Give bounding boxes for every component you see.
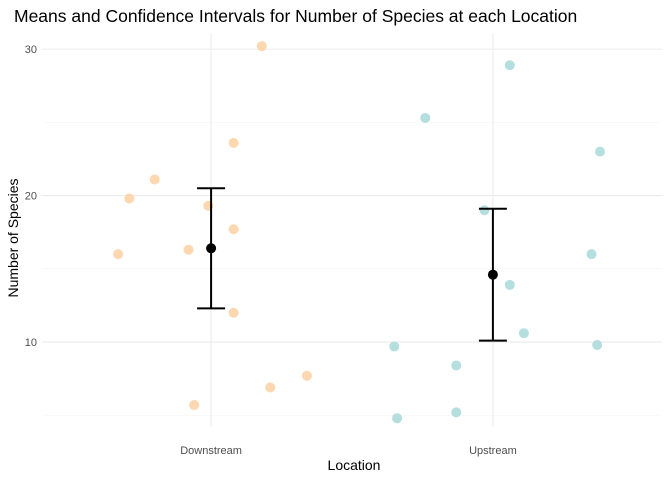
data-point-upstream <box>392 413 403 424</box>
x-axis-ticks: Downstream Upstream <box>180 445 517 457</box>
y-tick-label: 20 <box>25 191 37 203</box>
x-axis-title: Location <box>328 457 381 473</box>
data-point-downstream <box>124 193 135 204</box>
data-point-downstream <box>301 370 312 381</box>
mean-point <box>206 243 217 254</box>
data-point-downstream <box>189 400 200 411</box>
data-point-upstream <box>479 205 490 216</box>
gridlines <box>42 33 662 427</box>
data-point-upstream <box>389 341 400 352</box>
data-point-downstream <box>256 41 267 52</box>
data-point-upstream <box>586 249 597 260</box>
data-point-downstream <box>228 224 239 235</box>
data-point-downstream <box>149 174 160 185</box>
mean-point <box>487 269 498 280</box>
y-axis-title: Number of Species <box>5 178 21 297</box>
x-tick-label: Downstream <box>180 445 242 457</box>
data-point-upstream <box>592 339 603 350</box>
data-point-upstream <box>504 279 515 290</box>
data-point-upstream <box>595 146 605 157</box>
data-point-upstream <box>451 360 462 371</box>
summary-layer <box>197 187 507 342</box>
data-point-downstream <box>183 244 194 255</box>
data-point-upstream <box>504 60 515 71</box>
x-tick-label: Upstream <box>469 445 517 457</box>
data-point-downstream <box>265 382 276 393</box>
data-point-upstream <box>451 407 462 418</box>
data-point-downstream <box>228 307 239 318</box>
chart-title: Means and Confidence Intervals for Numbe… <box>14 6 577 26</box>
data-point-downstream <box>113 249 124 260</box>
y-axis-ticks: 10 20 30 <box>25 44 37 349</box>
data-point-downstream <box>228 137 239 148</box>
y-tick-label: 30 <box>25 44 37 56</box>
data-points <box>113 41 605 424</box>
data-point-upstream <box>518 328 529 339</box>
data-point-upstream <box>420 112 431 123</box>
y-tick-label: 10 <box>25 337 37 349</box>
